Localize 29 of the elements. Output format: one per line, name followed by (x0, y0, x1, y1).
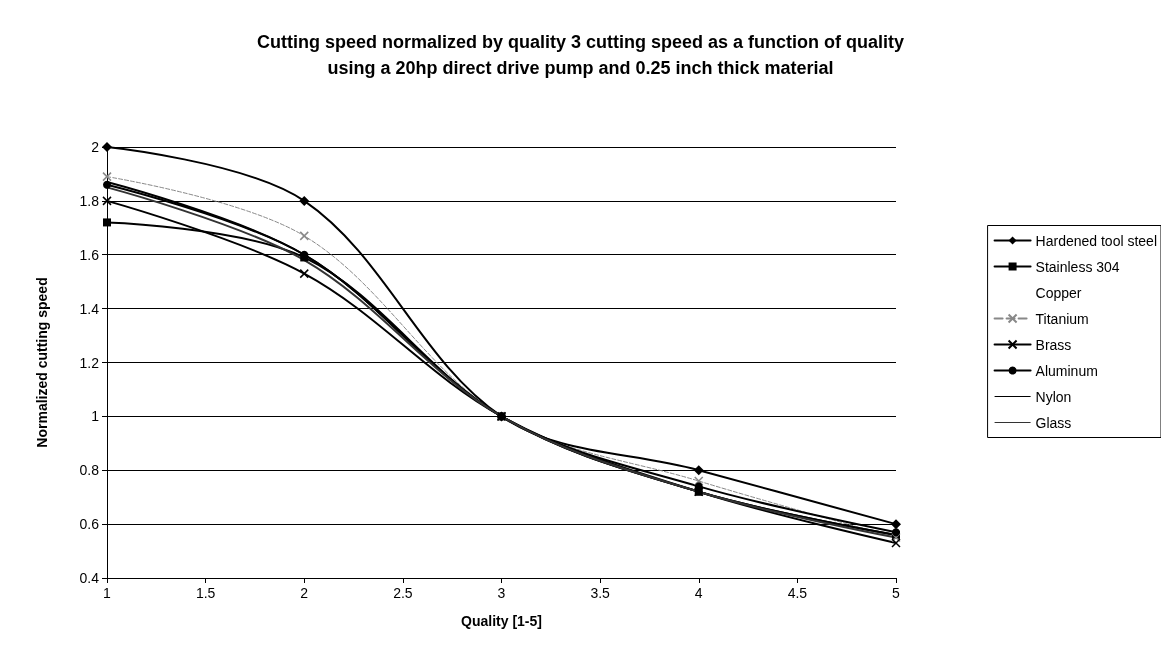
y-tick-label: 0.6 (79, 516, 100, 533)
legend-label: Nylon (1035, 388, 1072, 405)
text: Copper (1035, 284, 1082, 301)
legend-label: Titanium (1035, 310, 1089, 327)
legend-label: Stainless 304 (1035, 258, 1120, 275)
chart-title: Cutting speed normalized by quality 3 cutting speed as a function of quality using a 20hp direct drive pump and 0.25 inch thick material (256, 32, 905, 78)
y-tick-label: 0.8 (79, 462, 100, 479)
x-tick-label: 5 (892, 585, 901, 601)
y-tick-label: 1.6 (79, 246, 100, 263)
x-tick-label: 2 (300, 585, 309, 601)
y-tick-label: 1 (91, 408, 100, 425)
x-tick-label: 4.5 (787, 585, 808, 601)
x-tick-label: 1 (103, 585, 112, 601)
y-tick-label: 2 (91, 139, 100, 155)
y-tick-label: 1.2 (79, 354, 100, 371)
legend-label: Brass (1035, 336, 1072, 353)
legend-label: Aluminum (1035, 362, 1098, 379)
x-tick-label: 1.5 (195, 585, 216, 601)
y-axis-title: Normalized cutting speed (34, 277, 50, 448)
x-axis-title: Quality [1-5] (461, 613, 542, 629)
legend-label: Glass (1035, 414, 1072, 431)
y-tick-label: 0.4 (79, 570, 100, 586)
x-tick-label: 3.5 (590, 585, 611, 601)
x-tick-label: 3 (497, 585, 506, 601)
x-tick-label: 2.5 (393, 585, 413, 601)
legend-label: Hardened tool steel (1035, 232, 1158, 249)
x-tick-label: 4 (694, 585, 703, 601)
y-tick-label: 1.4 (79, 300, 100, 317)
y-tick-label: 1.8 (79, 192, 100, 209)
